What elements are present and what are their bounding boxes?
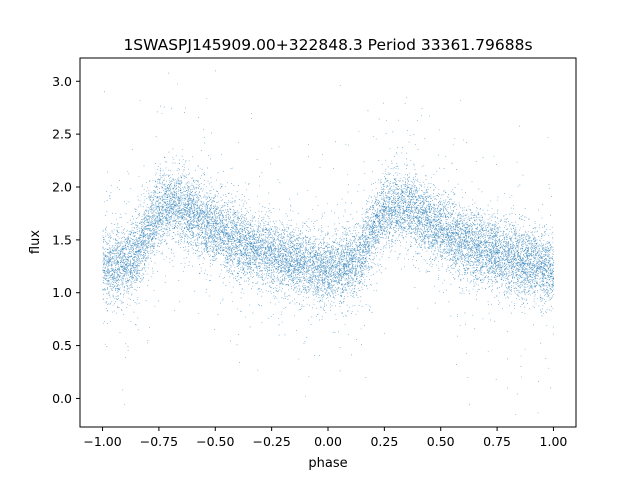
y-tick-label: 0.5 [52, 338, 72, 353]
x-tick-label: −0.25 [252, 434, 290, 449]
y-tick-label: 1.0 [52, 285, 72, 300]
y-axis: 0.0 0.5 1.0 1.5 2.0 2.5 3.0 [52, 74, 80, 406]
y-axis-label: flux [28, 230, 43, 254]
y-tick-label: 3.0 [52, 74, 72, 89]
data-points [102, 70, 555, 416]
x-tick-label: −1.00 [83, 434, 121, 449]
x-tick-label: 0.75 [483, 434, 511, 449]
chart-title: 1SWASPJ145909.00+322848.3 Period 33361.7… [123, 36, 532, 54]
x-axis: −1.00 −0.75 −0.50 −0.25 0.00 0.25 0.50 0.75 1.00 [83, 427, 567, 449]
y-tick-label: 2.5 [52, 127, 72, 142]
x-tick-label: 1.00 [540, 434, 568, 449]
y-tick-label: 1.5 [52, 232, 72, 247]
x-tick-label: 0.50 [427, 434, 455, 449]
x-axis-label: phase [308, 456, 347, 471]
x-tick-label: 0.00 [314, 434, 342, 449]
x-tick-label: −0.75 [140, 434, 178, 449]
x-tick-label: −0.50 [196, 434, 234, 449]
y-tick-label: 0.0 [52, 391, 72, 406]
scatter-markers [102, 70, 555, 416]
y-tick-label: 2.0 [52, 179, 72, 194]
x-tick-label: 0.25 [370, 434, 398, 449]
